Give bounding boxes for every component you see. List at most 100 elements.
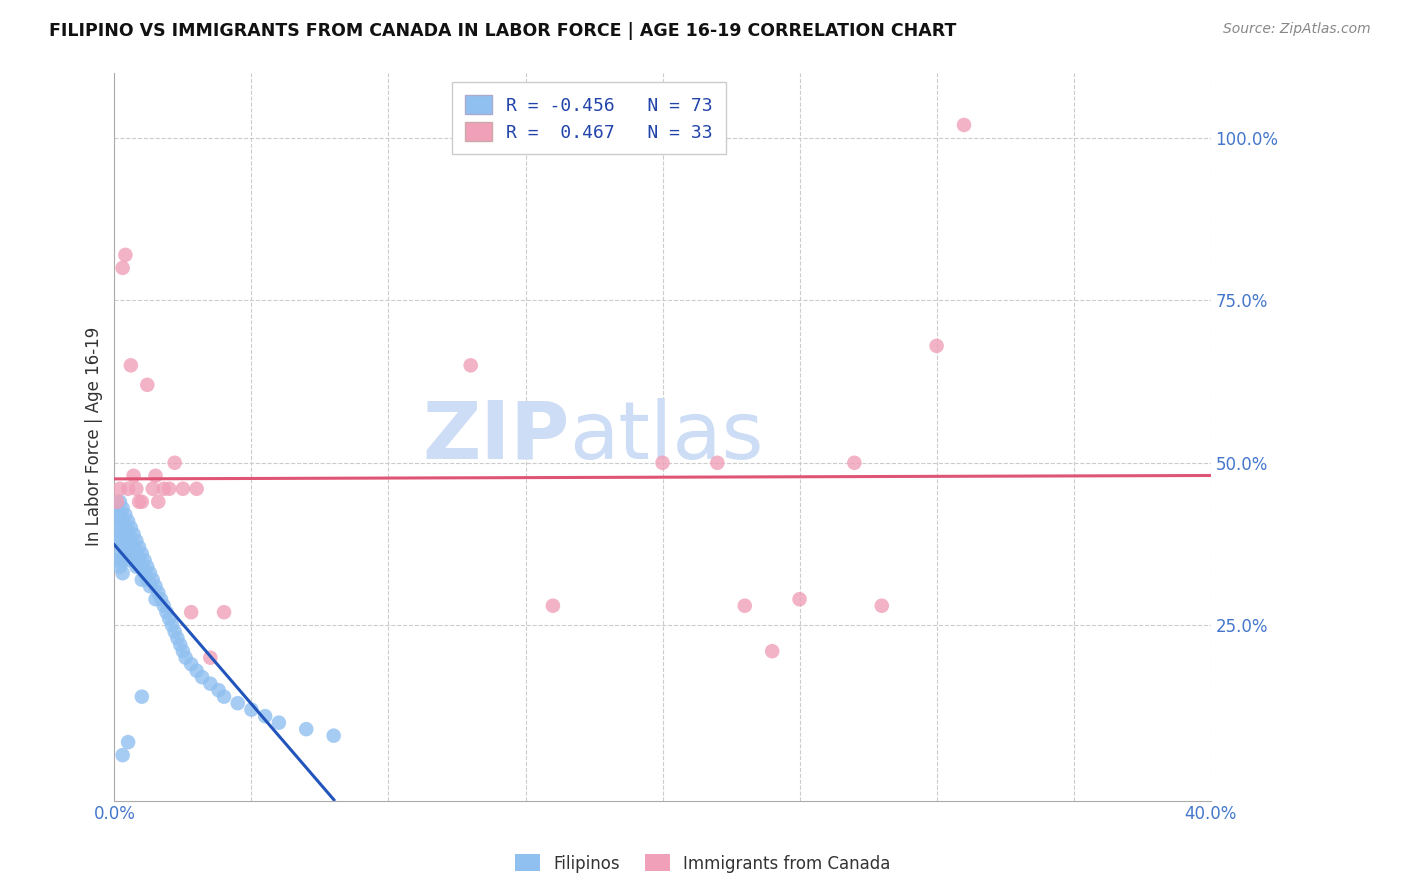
Point <box>114 533 136 548</box>
Point <box>706 456 728 470</box>
Point <box>108 559 131 574</box>
Point <box>166 631 188 645</box>
Point <box>111 748 134 763</box>
Point <box>157 612 180 626</box>
Point <box>128 495 150 509</box>
Point <box>925 339 948 353</box>
Point <box>155 605 177 619</box>
Point <box>136 559 159 574</box>
Point <box>145 592 167 607</box>
Point <box>111 541 134 555</box>
Point <box>172 644 194 658</box>
Point <box>105 508 128 522</box>
Point <box>108 533 131 548</box>
Point <box>150 592 173 607</box>
Point <box>131 573 153 587</box>
Point <box>460 359 482 373</box>
Point <box>108 482 131 496</box>
Point <box>111 501 134 516</box>
Point <box>163 456 186 470</box>
Point <box>125 547 148 561</box>
Point <box>200 676 222 690</box>
Point <box>122 468 145 483</box>
Point <box>953 118 976 132</box>
Point <box>139 566 162 581</box>
Point <box>761 644 783 658</box>
Point <box>117 482 139 496</box>
Point <box>174 650 197 665</box>
Point <box>111 527 134 541</box>
Point <box>111 514 134 528</box>
Point <box>128 541 150 555</box>
Point <box>180 605 202 619</box>
Point <box>134 553 156 567</box>
Point <box>131 547 153 561</box>
Point <box>186 482 208 496</box>
Point <box>120 547 142 561</box>
Point <box>114 248 136 262</box>
Point <box>120 521 142 535</box>
Point <box>122 553 145 567</box>
Point <box>111 553 134 567</box>
Point <box>108 521 131 535</box>
Point <box>139 579 162 593</box>
Point <box>240 703 263 717</box>
Text: FILIPINO VS IMMIGRANTS FROM CANADA IN LABOR FORCE | AGE 16-19 CORRELATION CHART: FILIPINO VS IMMIGRANTS FROM CANADA IN LA… <box>49 22 956 40</box>
Point <box>131 690 153 704</box>
Point <box>114 508 136 522</box>
Point <box>145 468 167 483</box>
Text: ZIP: ZIP <box>422 398 569 475</box>
Point <box>117 553 139 567</box>
Point <box>125 533 148 548</box>
Point <box>152 599 174 613</box>
Point <box>117 541 139 555</box>
Point <box>163 624 186 639</box>
Point <box>254 709 277 723</box>
Point <box>789 592 811 607</box>
Point <box>169 638 191 652</box>
Point <box>541 599 564 613</box>
Point <box>114 547 136 561</box>
Point <box>111 260 134 275</box>
Point <box>870 599 893 613</box>
Point <box>136 377 159 392</box>
Y-axis label: In Labor Force | Age 16-19: In Labor Force | Age 16-19 <box>86 327 103 547</box>
Point <box>200 650 222 665</box>
Point <box>226 696 249 710</box>
Point <box>105 495 128 509</box>
Text: Source: ZipAtlas.com: Source: ZipAtlas.com <box>1223 22 1371 37</box>
Point <box>125 482 148 496</box>
Point <box>207 683 229 698</box>
Point <box>152 482 174 496</box>
Point <box>145 579 167 593</box>
Point <box>120 533 142 548</box>
Point <box>142 482 165 496</box>
Point <box>131 559 153 574</box>
Point <box>322 729 344 743</box>
Point <box>117 735 139 749</box>
Point <box>128 553 150 567</box>
Point <box>122 527 145 541</box>
Legend: R = -0.456   N = 73, R =  0.467   N = 33: R = -0.456 N = 73, R = 0.467 N = 33 <box>453 82 725 154</box>
Point <box>105 553 128 567</box>
Point <box>108 495 131 509</box>
Point <box>120 359 142 373</box>
Point <box>148 585 170 599</box>
Point <box>148 495 170 509</box>
Point <box>117 527 139 541</box>
Point <box>136 573 159 587</box>
Point <box>108 547 131 561</box>
Point <box>844 456 866 470</box>
Point <box>142 573 165 587</box>
Point <box>122 541 145 555</box>
Point <box>157 482 180 496</box>
Point <box>191 670 214 684</box>
Point <box>134 566 156 581</box>
Point <box>111 566 134 581</box>
Text: atlas: atlas <box>569 398 763 475</box>
Point <box>295 722 318 736</box>
Point <box>186 664 208 678</box>
Point <box>172 482 194 496</box>
Point <box>131 495 153 509</box>
Point <box>105 533 128 548</box>
